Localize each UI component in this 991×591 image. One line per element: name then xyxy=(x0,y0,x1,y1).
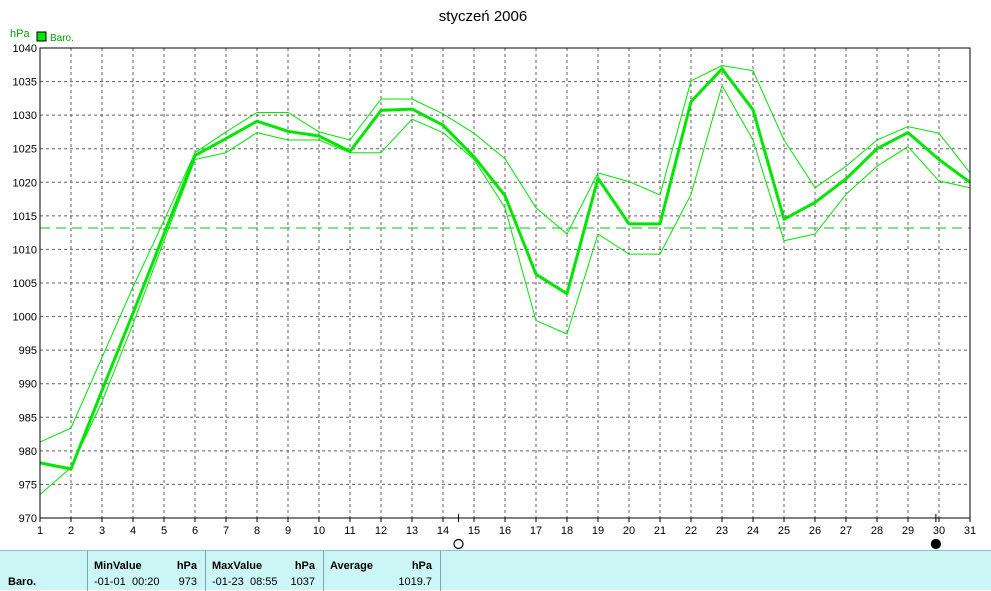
x-tick-label: 14 xyxy=(437,525,449,537)
y-tick-label: 1010 xyxy=(13,244,37,256)
y-tick-label: 995 xyxy=(19,345,37,357)
x-tick-label: 5 xyxy=(161,525,167,537)
y-tick-label: 1025 xyxy=(13,144,37,156)
legend-swatch xyxy=(36,31,47,42)
stats-min-date: -01-01 xyxy=(94,576,126,588)
x-tick-label: 13 xyxy=(406,525,418,537)
series-line-max xyxy=(39,65,971,443)
x-tick-label: 29 xyxy=(902,525,914,537)
x-tick-label: 6 xyxy=(192,525,198,537)
x-tick-label: 17 xyxy=(530,525,542,537)
x-tick-label: 21 xyxy=(654,525,666,537)
x-tick-label: 1 xyxy=(37,525,43,537)
stats-avg-value: 1019.7 xyxy=(398,576,432,588)
series-line-min xyxy=(39,85,971,495)
x-tick-label: 31 xyxy=(964,525,976,537)
x-tick-label: 18 xyxy=(561,525,573,537)
x-tick-label: 27 xyxy=(840,525,852,537)
x-tick-label: 10 xyxy=(313,525,325,537)
stats-series-cell: Baro. xyxy=(0,551,88,591)
x-tick-label: 26 xyxy=(809,525,821,537)
stats-min-time: 00:20 xyxy=(132,576,160,588)
y-tick-label: 985 xyxy=(19,412,37,424)
stats-max-value: 1037 xyxy=(290,576,315,588)
stats-min-header: MinValue xyxy=(94,560,142,572)
legend: Baro. xyxy=(36,31,74,44)
x-tick-label: 24 xyxy=(747,525,759,537)
x-tick-labels: 1 2 3 4 5 6 7 8 9 10 11 12 13 14 15 16 17 18 19 20 21 22 23 24 2… xyxy=(37,518,976,537)
series-line-mean xyxy=(39,67,971,471)
x-tick-label: 11 xyxy=(344,525,355,537)
y-tick-label: 1035 xyxy=(13,77,37,89)
stats-max-unit: hPa xyxy=(294,560,315,572)
x-tick-label: 2 xyxy=(68,525,74,537)
x-tick-label: 25 xyxy=(778,525,790,537)
y-tick-label: 980 xyxy=(19,446,37,458)
y-tick-label: 1015 xyxy=(13,211,37,223)
full-moon-icon xyxy=(453,538,464,550)
stats-series-label: Baro. xyxy=(8,576,37,588)
x-tick-label: 19 xyxy=(592,525,604,537)
series-group xyxy=(39,65,971,495)
y-tick-label: 1005 xyxy=(13,278,37,290)
x-tick-label: 30 xyxy=(933,525,945,537)
stats-avg-header: Average xyxy=(330,560,374,572)
y-tick-label: 1020 xyxy=(13,177,37,189)
x-tick-label: 8 xyxy=(254,525,260,537)
x-tick-label: 15 xyxy=(468,525,480,537)
statistics-panel: Baro. MinValue hPa -01-01 00:20 973 MaxV… xyxy=(0,550,991,591)
x-tick-label: 16 xyxy=(499,525,511,537)
y-tick-label: 1000 xyxy=(13,312,37,324)
legend-label: Baro. xyxy=(50,33,74,44)
y-tick-labels: 970 975 980 985 990 995 1000 1005 1010 1015 1020 10… xyxy=(13,43,37,525)
stats-max-header: MaxValue xyxy=(212,560,263,572)
y-axis-unit: hPa xyxy=(10,28,30,40)
x-tick-label: 9 xyxy=(285,525,291,537)
stats-avg-unit: hPa xyxy=(411,560,432,572)
grid xyxy=(40,48,970,518)
chart-title: styczeń 2006 xyxy=(439,8,527,25)
moon-phase-markers xyxy=(453,514,942,550)
stats-min-cell: MinValue hPa -01-01 00:20 973 xyxy=(88,551,206,591)
x-tick-label: 28 xyxy=(871,525,883,537)
x-tick-label: 4 xyxy=(130,525,136,537)
x-tick-label: 23 xyxy=(716,525,728,537)
stats-avg-cell: Average hPa 1019.7 xyxy=(324,551,441,591)
stats-max-time: 08:55 xyxy=(250,576,278,588)
y-tick-label: 1040 xyxy=(13,43,37,55)
stats-min-unit: hPa xyxy=(176,560,197,572)
stats-max-cell: MaxValue hPa -01-23 08:55 1037 xyxy=(206,551,324,591)
y-tick-label: 990 xyxy=(19,379,37,391)
x-tick-label: 12 xyxy=(375,525,387,537)
y-tick-label: 970 xyxy=(19,513,37,525)
y-tick-label: 975 xyxy=(19,479,37,491)
chart: styczeń 2006 hPa Baro. 97097598098599099… xyxy=(10,8,976,550)
x-tick-label: 22 xyxy=(685,525,697,537)
x-tick-label: 7 xyxy=(223,525,229,537)
y-tick-label: 1030 xyxy=(13,110,37,122)
x-tick-label: 3 xyxy=(99,525,105,537)
stats-min-value: 973 xyxy=(178,576,197,588)
stats-max-date: -01-23 xyxy=(212,576,244,588)
x-tick-label: 20 xyxy=(623,525,635,537)
new-moon-icon xyxy=(930,538,942,550)
